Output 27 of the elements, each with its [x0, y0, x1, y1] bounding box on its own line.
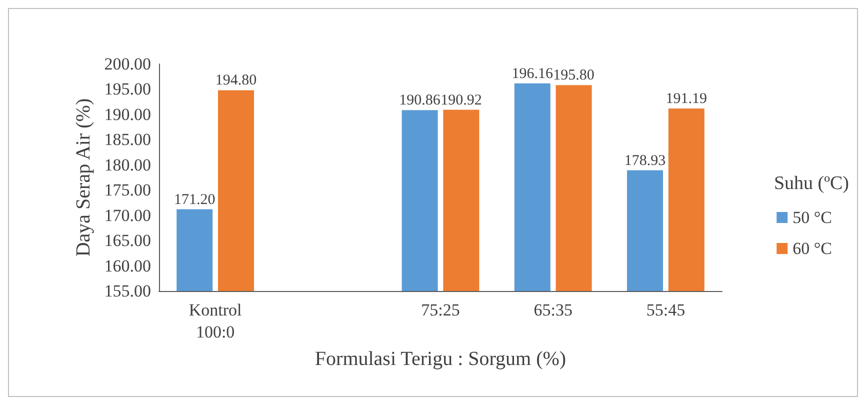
data-label: 195.80 [553, 68, 594, 84]
y-tick-label: 170.00 [104, 206, 151, 225]
y-tick-label: 180.00 [104, 155, 151, 174]
y-tick-label: 165.00 [104, 231, 151, 250]
x-tick-label: 65:35 [534, 300, 572, 320]
y-tick-label: 160.00 [104, 256, 151, 276]
y-tick-label: 155.00 [104, 282, 151, 300]
legend-label: 60 °C [792, 239, 832, 258]
y-tick-label: 190.00 [104, 104, 151, 124]
data-label: 196.16 [512, 66, 554, 82]
y-tick-label: 185.00 [104, 130, 151, 150]
data-label: 190.86 [399, 92, 441, 109]
x-tick-label: 75:25 [421, 300, 460, 320]
x-tick-label: Kontrol 100:0 [188, 300, 242, 342]
data-label: 178.93 [624, 152, 666, 169]
y-tick-label: 195.00 [104, 80, 151, 99]
legend-title: Suhu (ºC) [774, 173, 850, 194]
x-tick-label: 55:45 [646, 300, 686, 320]
legend-label: 50 °C [792, 208, 832, 227]
x-axis-title: Formulasi Terigu : Sorgum (%) [314, 348, 566, 370]
y-tick-label: 175.00 [104, 180, 151, 200]
data-label: 194.80 [215, 72, 257, 89]
y-axis-title: Daya Serap Air (%) [72, 98, 94, 257]
data-label: 171.20 [174, 192, 216, 208]
data-label: 190.92 [440, 92, 482, 108]
data-label: 191.19 [666, 90, 708, 107]
y-tick-label: 200.00 [104, 54, 151, 74]
